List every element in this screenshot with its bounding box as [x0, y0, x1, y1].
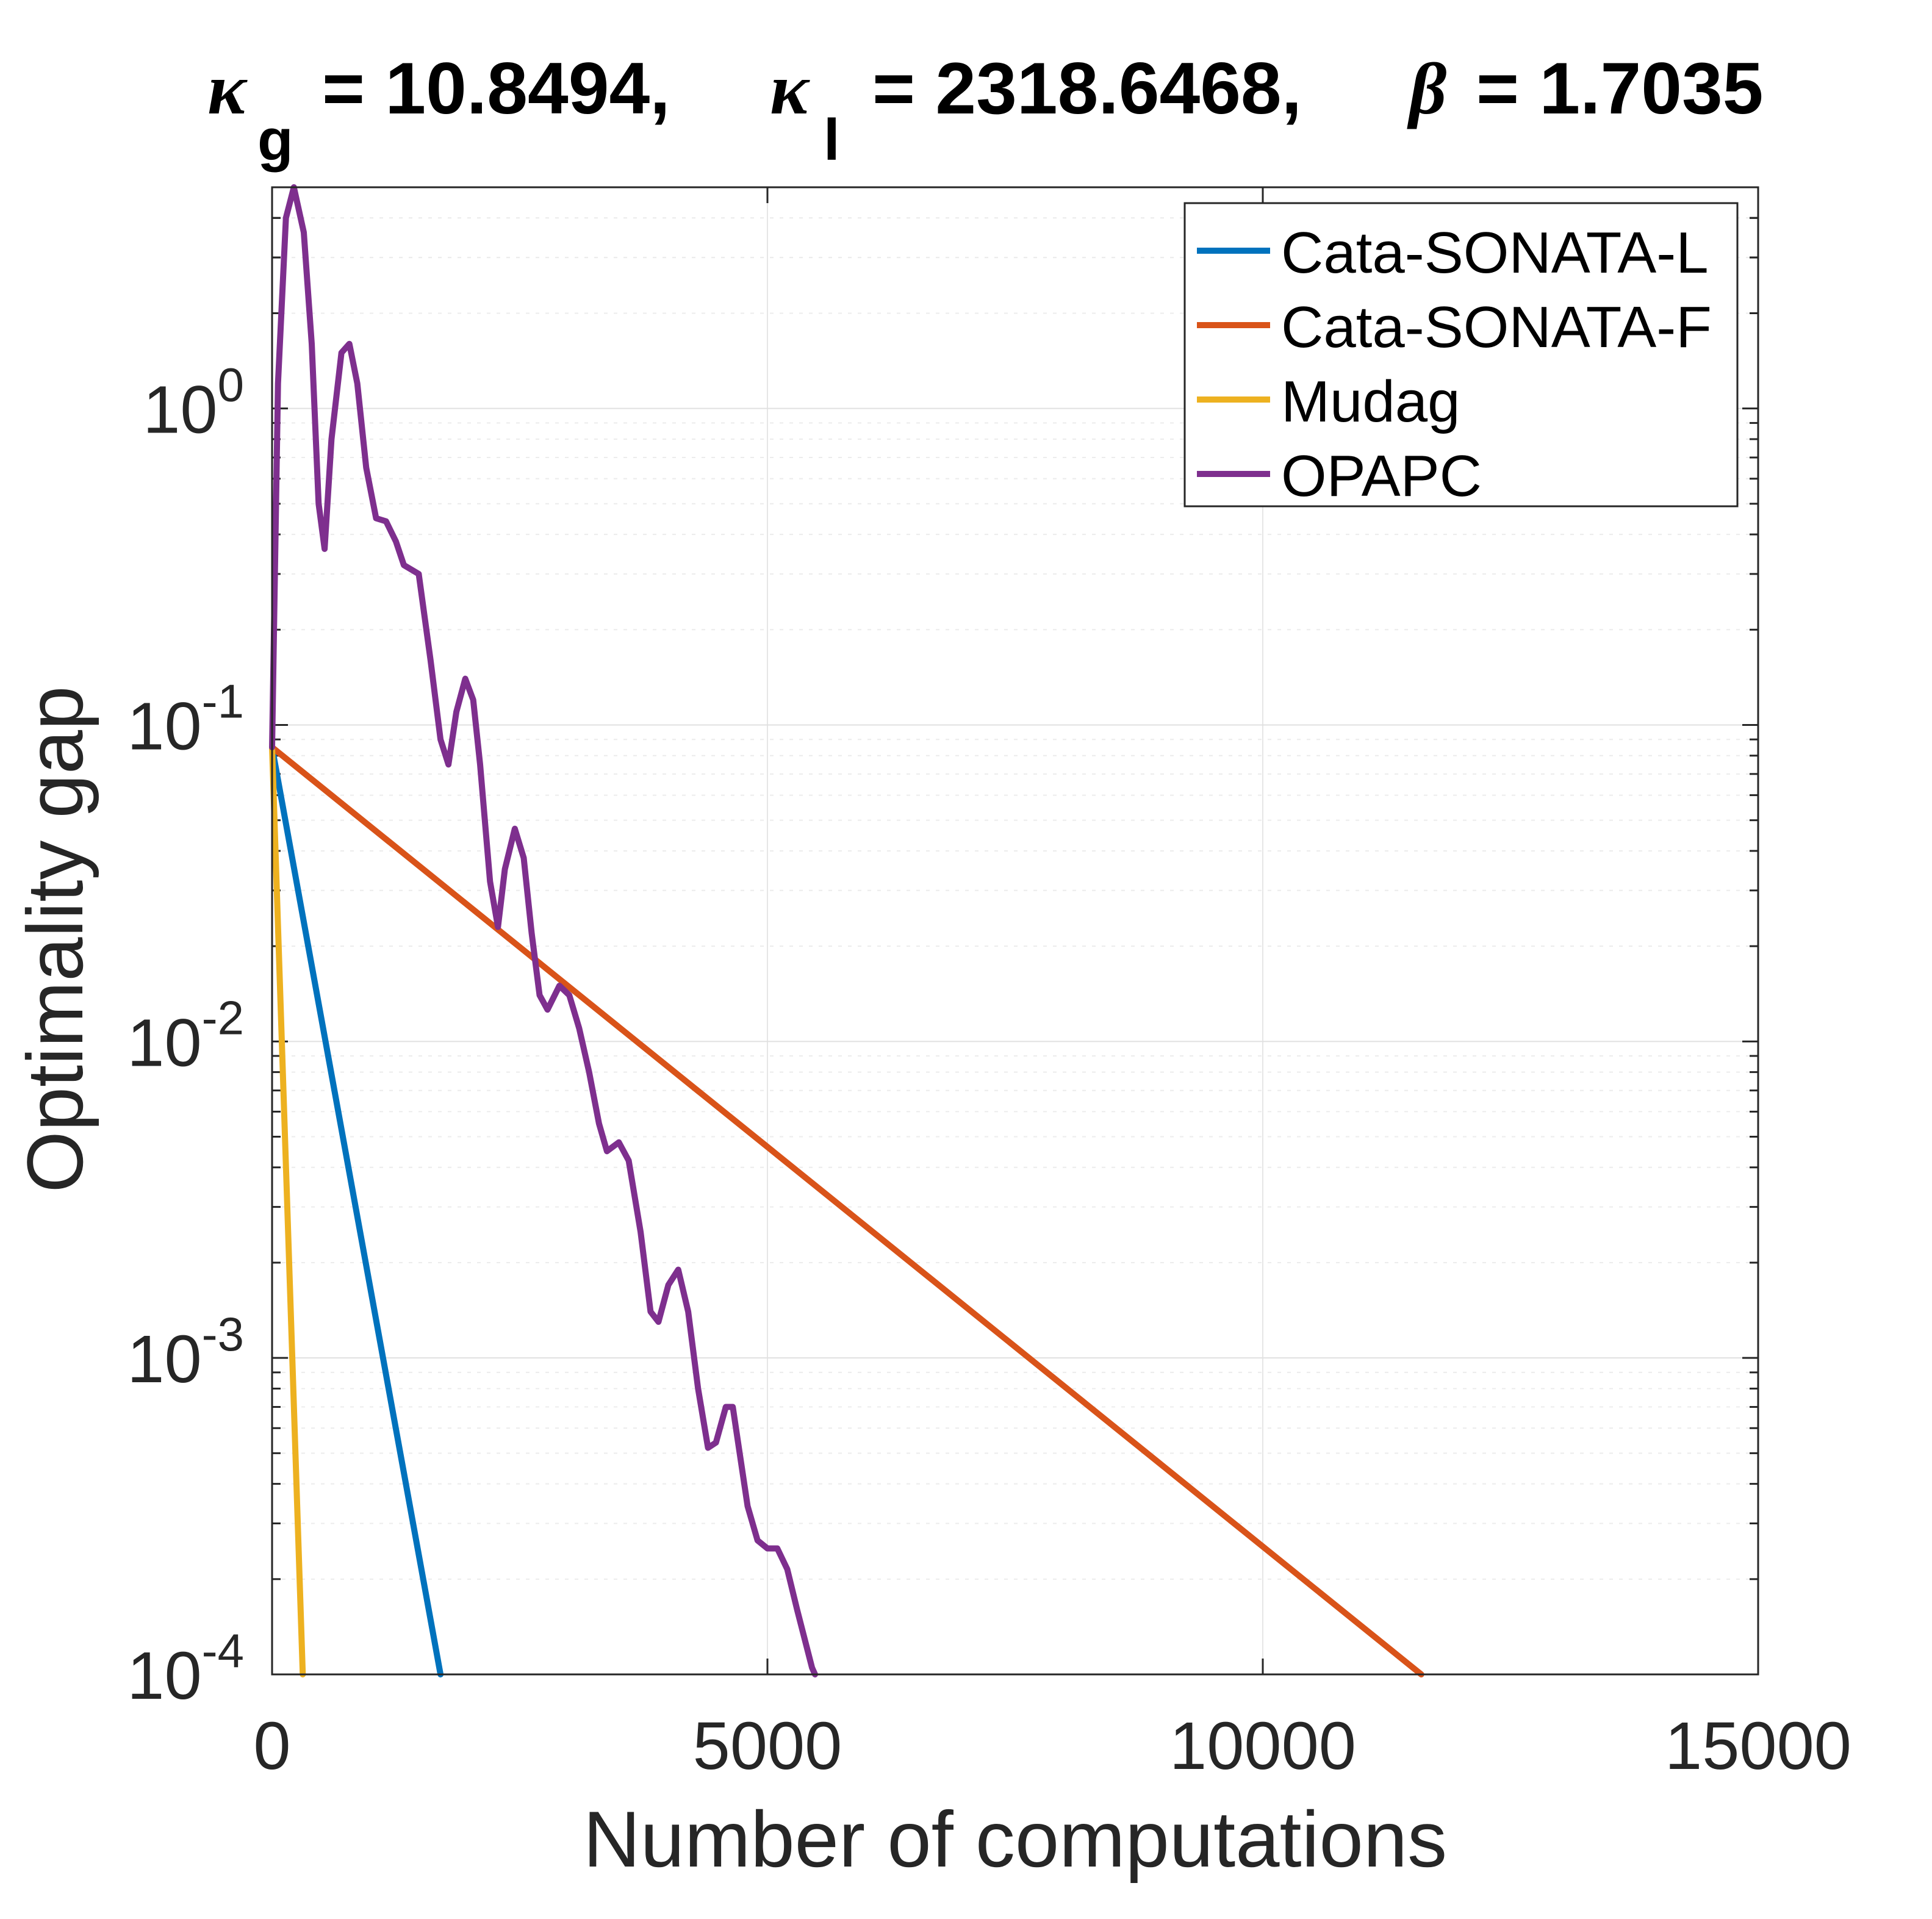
x-tick-labels: 0 5000 10000 15000 — [253, 1709, 1851, 1784]
title-kappa-symbol: κ — [207, 48, 248, 129]
legend-label: OPAPC — [1281, 443, 1482, 509]
title-beta-symbol: β — [1407, 48, 1446, 129]
x-tick-label: 15000 — [1665, 1709, 1851, 1784]
x-tick-label: 5000 — [693, 1709, 842, 1784]
series-line-opapc — [269, 184, 818, 1677]
x-tick-label: 0 — [253, 1709, 290, 1784]
y-tick-labels: 100 10-1 10-2 10-3 10-4 — [127, 358, 244, 1713]
title-kappa-g-subscript: g — [257, 107, 293, 173]
title-kappa-g-value: = 10.8494, — [322, 48, 670, 129]
title-kappa-l-value: = 2318.6468, — [872, 48, 1302, 129]
axis-ticks — [271, 186, 1759, 1676]
legend-label: Cata-SONATA-F — [1281, 295, 1712, 360]
title-kappa-l-subscript: l — [824, 107, 840, 173]
series-line-cata-sonata-l — [269, 744, 444, 1677]
y-tick-label: 10-3 — [127, 1307, 244, 1397]
axes-box — [271, 186, 1759, 1676]
y-tick-label: 10-1 — [127, 674, 244, 764]
title-beta-value: = 1.7035 — [1476, 48, 1763, 129]
legend: Cata-SONATA-L Cata-SONATA-F Mudag OPAPC — [1183, 202, 1739, 509]
grid — [272, 187, 1758, 1674]
x-axis-label: Number of computations — [583, 1795, 1447, 1884]
series-line-mudag — [269, 744, 306, 1677]
series-line-cata-sonata-f — [269, 744, 1424, 1677]
legend-box — [1183, 202, 1739, 508]
chart-title: κ g = 10.8494, κ l = 2318.6468, β = 1.70… — [207, 48, 1763, 173]
legend-label: Cata-SONATA-L — [1281, 220, 1709, 285]
x-tick-label: 10000 — [1169, 1709, 1356, 1784]
series-group — [269, 184, 1424, 1677]
y-tick-label: 10-4 — [127, 1624, 244, 1713]
y-tick-label: 10-2 — [127, 991, 244, 1080]
title-kappa-symbol-2: κ — [770, 48, 810, 129]
legend-label: Mudag — [1281, 369, 1460, 434]
y-axis-label: Optimality gap — [10, 686, 99, 1193]
y-tick-label: 100 — [143, 358, 244, 448]
